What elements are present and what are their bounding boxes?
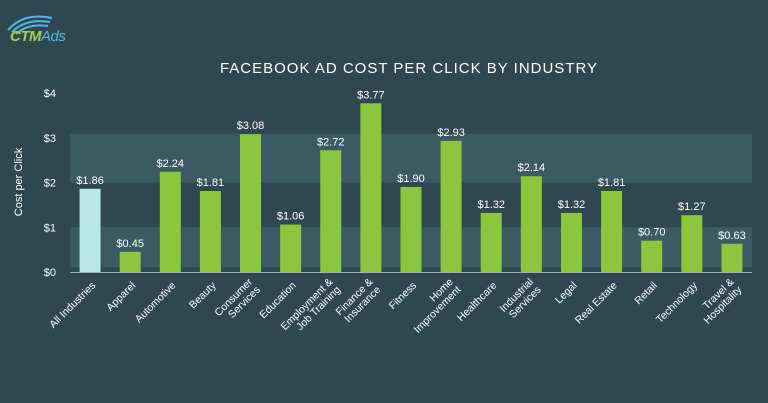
bar-7 <box>360 103 382 272</box>
x-tick-label-line: Legal <box>553 280 580 307</box>
data-label-10: $1.32 <box>477 199 505 211</box>
x-tick-label-line: All Industries <box>47 280 98 331</box>
x-tick-label-7: Finance &Insurance <box>334 276 384 326</box>
bar-14 <box>641 240 663 272</box>
data-label-12: $1.32 <box>558 199 586 211</box>
x-tick-label-11: IndustrialServices <box>497 276 543 322</box>
ctm-ads-logo: CTMAds <box>4 10 90 45</box>
bar-8 <box>400 186 422 272</box>
data-label-8: $1.90 <box>397 173 425 185</box>
bar-10 <box>480 212 502 272</box>
bar-3 <box>199 191 221 272</box>
bar-4 <box>240 134 262 272</box>
x-tick-label-line: Fitness <box>387 280 419 312</box>
data-label-3: $1.81 <box>197 177 225 189</box>
chart-title: FACEBOOK AD COST PER CLICK BY INDUSTRY <box>220 60 598 77</box>
bar-13 <box>601 191 623 272</box>
x-tick-label-14: Retail <box>632 280 659 307</box>
logo-wave-icon <box>7 15 53 35</box>
x-tick-label-2: Automotive <box>133 280 179 326</box>
x-tick-label-3: Beauty <box>187 279 219 311</box>
bar-1 <box>119 251 141 272</box>
bar-0 <box>79 188 101 272</box>
data-label-0: $1.86 <box>76 175 104 187</box>
data-label-4: $3.08 <box>237 120 265 132</box>
y-axis-ticks: $0 $1 $2 $3 $4 <box>44 88 56 279</box>
bars <box>79 103 743 272</box>
x-tick-label-line: Beauty <box>187 279 219 311</box>
bar-2 <box>159 171 181 272</box>
bar-9 <box>440 140 462 272</box>
data-label-9: $2.93 <box>437 127 465 139</box>
x-tick-label-line: Apparel <box>104 280 138 314</box>
data-labels: $1.86 $0.45 $2.24 $1.81 $3.08 $1.06 $2.72 $3.77… <box>76 89 745 250</box>
data-label-2: $2.24 <box>157 158 185 170</box>
data-label-5: $1.06 <box>277 211 305 223</box>
bar-16 <box>721 243 743 272</box>
bar-5 <box>280 224 302 272</box>
bar-15 <box>681 215 703 272</box>
data-label-6: $2.72 <box>317 136 345 148</box>
bar-12 <box>560 212 582 272</box>
x-tick-label-12: Legal <box>553 280 580 307</box>
x-tick-label-0: All Industries <box>47 280 98 331</box>
y-tick-label-4: $4 <box>44 88 56 100</box>
data-label-1: $0.45 <box>116 238 144 250</box>
x-tick-label-1: Apparel <box>104 280 138 314</box>
data-label-15: $1.27 <box>678 201 706 213</box>
y-tick-label-3: $3 <box>44 133 56 145</box>
x-tick-label-line: Automotive <box>133 280 179 326</box>
data-label-14: $0.70 <box>638 227 666 239</box>
x-tick-label-line: Real Estate <box>573 280 620 327</box>
data-label-13: $1.81 <box>598 177 626 189</box>
bar-11 <box>520 176 542 272</box>
x-tick-label-16: Travel &Hospitality <box>694 276 745 327</box>
data-label-11: $2.14 <box>518 162 546 174</box>
y-tick-label-1: $1 <box>44 222 56 234</box>
y-axis-label: Cost per Click <box>13 147 25 216</box>
logo-text-main: CTM <box>10 28 42 45</box>
logo-text-sub: Ads <box>41 28 66 45</box>
x-tick-label-line: Technology <box>654 279 701 326</box>
grid-band-2-3 <box>70 133 752 183</box>
x-tick-label-line: Retail <box>632 280 659 307</box>
y-tick-label-2: $2 <box>44 178 56 190</box>
x-tick-label-4: ConsumerServices <box>212 276 263 327</box>
y-tick-label-0: $0 <box>44 267 56 279</box>
x-tick-label-15: Technology <box>654 279 701 326</box>
data-label-7: $3.77 <box>357 89 385 101</box>
data-label-16: $0.63 <box>718 230 746 242</box>
bar-6 <box>320 150 342 272</box>
x-tick-label-10: Healthcare <box>455 280 500 325</box>
x-tick-label-13: Real Estate <box>573 280 620 327</box>
x-tick-label-line: Healthcare <box>455 280 500 325</box>
x-tick-label-8: Fitness <box>387 280 419 312</box>
